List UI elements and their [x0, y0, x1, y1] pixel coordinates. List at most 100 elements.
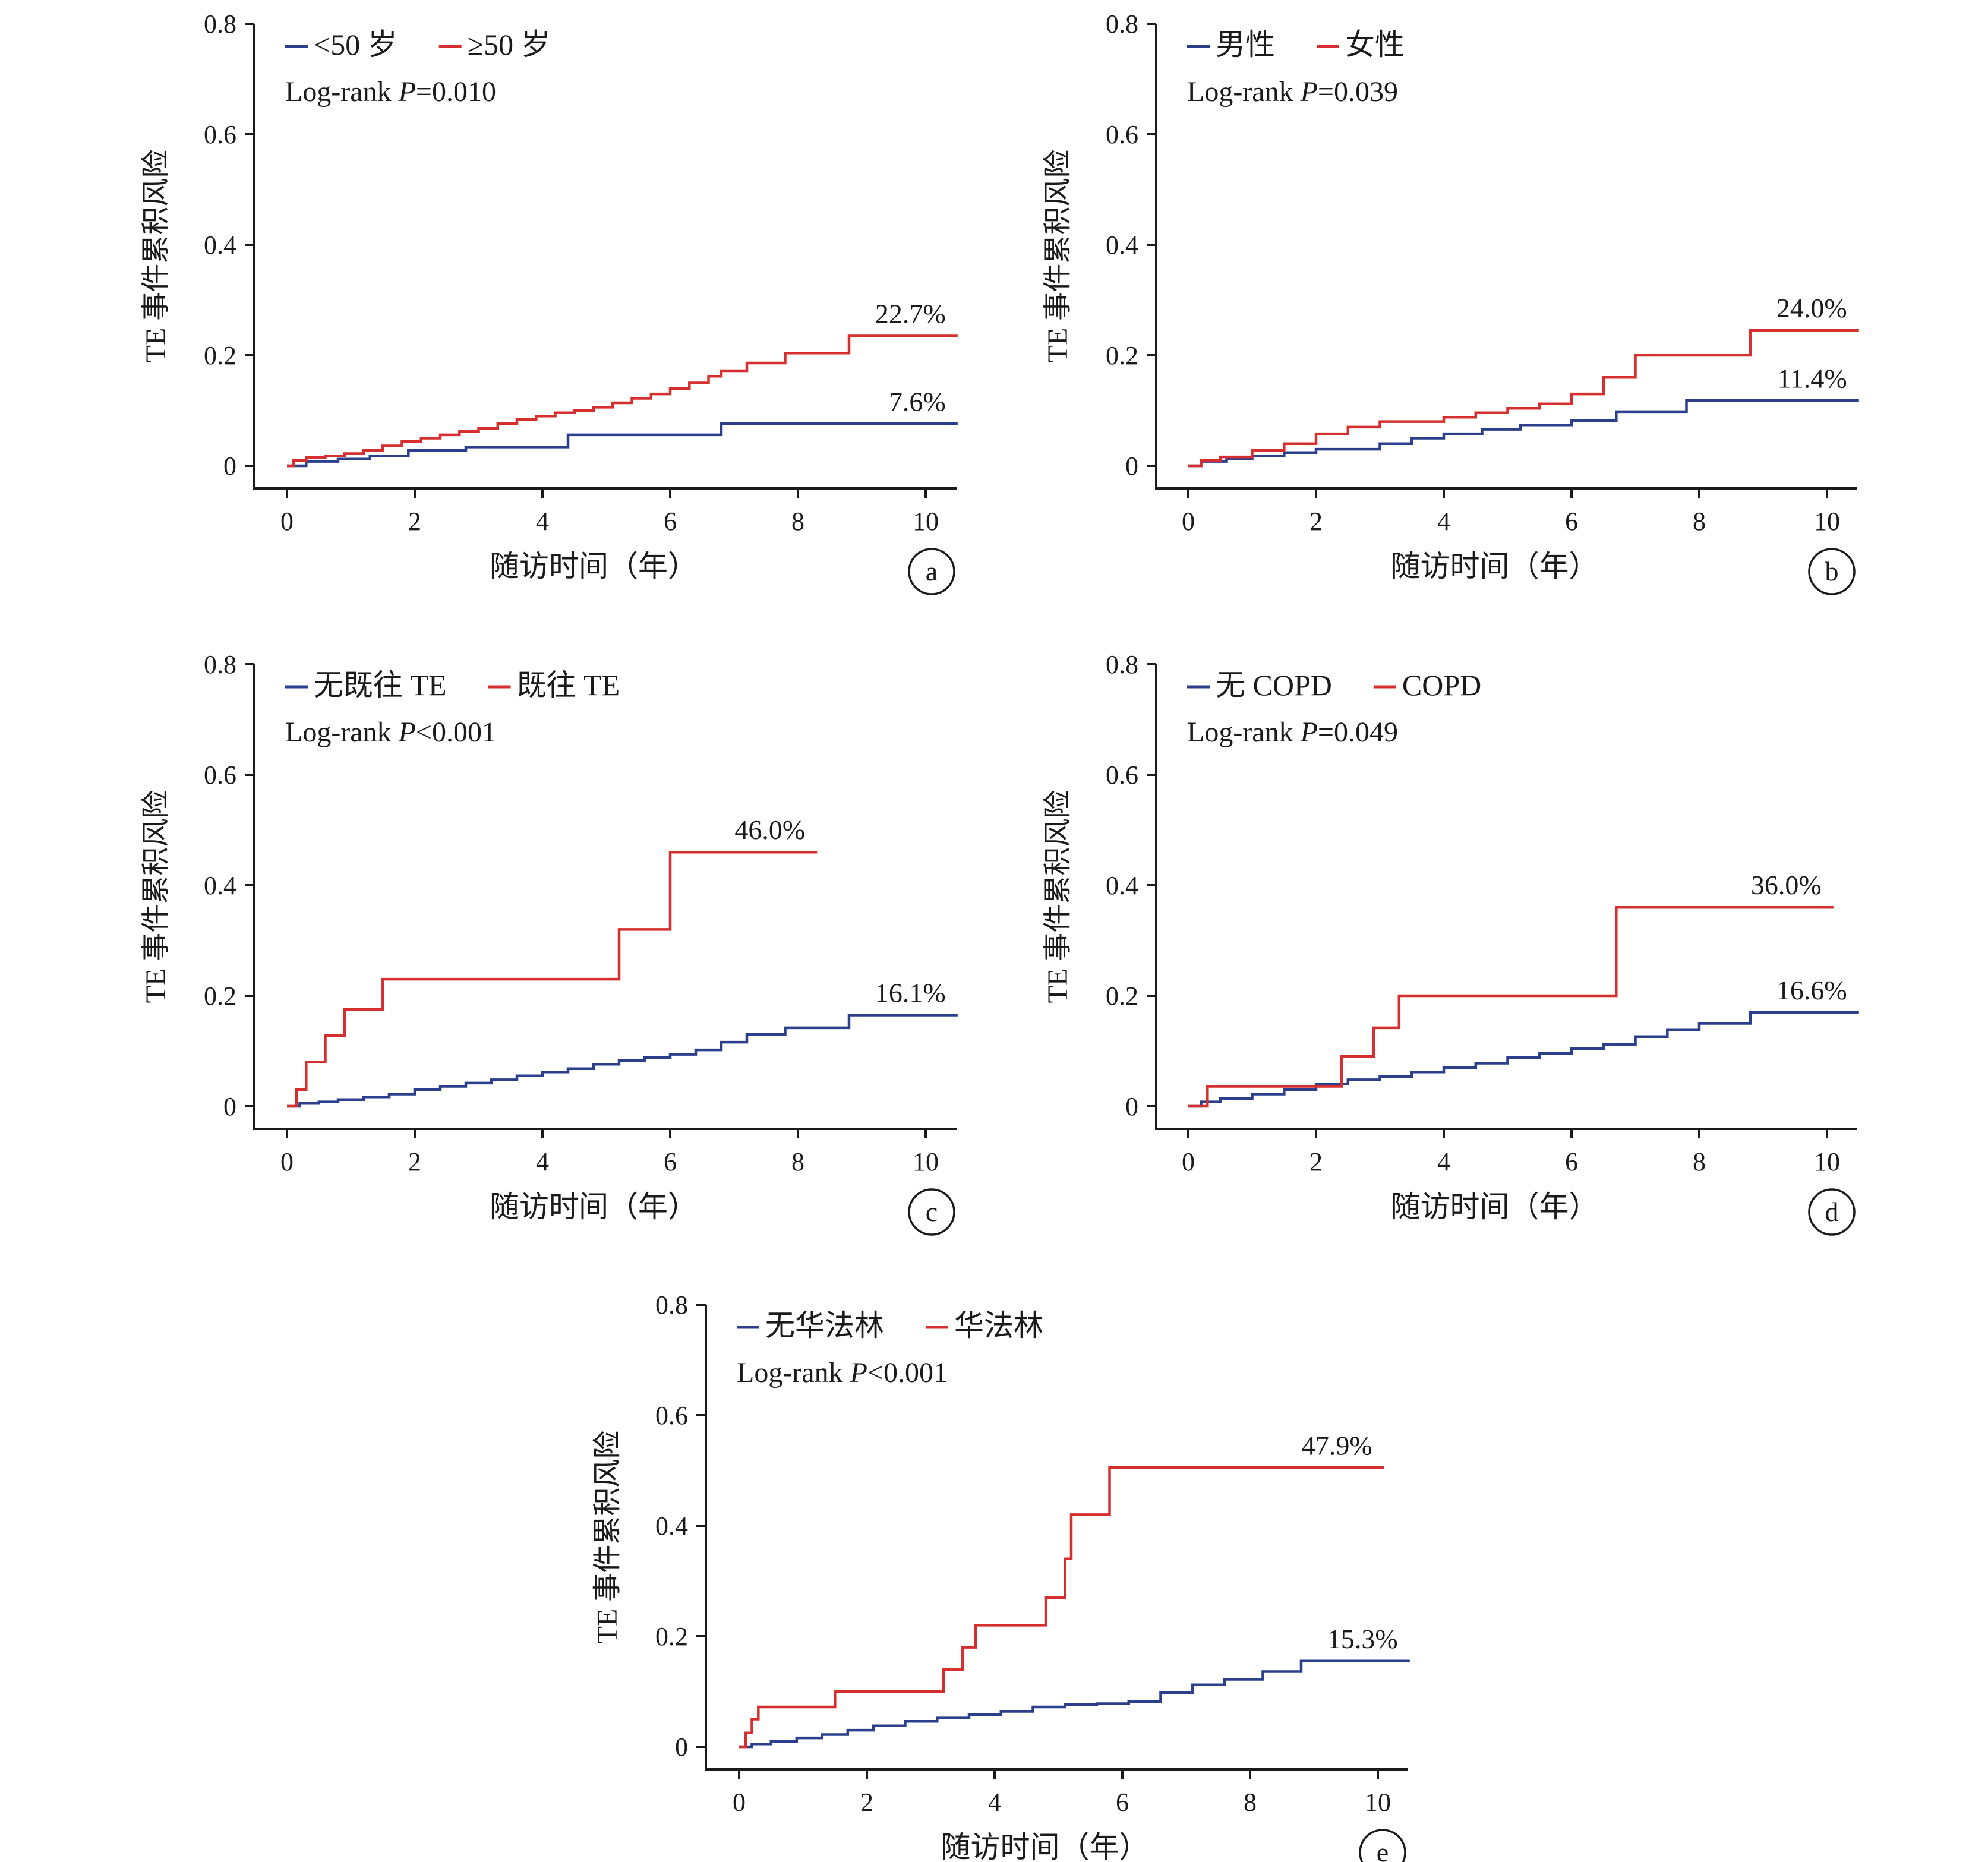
log-rank-pvalue: Log-rank P=0.049: [1187, 717, 1398, 748]
x-tick-label: 2: [860, 1788, 873, 1817]
end-value-label: 16.6%: [1776, 975, 1847, 1005]
series-line-blue: [287, 422, 958, 468]
y-tick-label: 0.6: [204, 760, 236, 790]
log-rank-pvalue: Log-rank P<0.001: [737, 1357, 948, 1388]
x-tick-label: 8: [1244, 1788, 1257, 1817]
x-tick-label: 10: [1814, 507, 1840, 536]
end-value-label: 47.9%: [1302, 1430, 1372, 1460]
x-tick-label: 0: [1182, 507, 1195, 536]
legend-entry: 男性: [1216, 28, 1275, 61]
y-tick-label: 0: [1125, 1092, 1138, 1121]
x-tick-label: 2: [408, 507, 421, 536]
panel-label-circle: [908, 1188, 955, 1236]
y-tick-label: 0.2: [1106, 982, 1138, 1011]
legend-entry: 无 COPD: [1216, 668, 1332, 702]
y-tick-label: 0: [1125, 452, 1138, 481]
y-tick-label: 0: [223, 1092, 236, 1121]
x-axis-label: 随访时间（年）: [490, 550, 698, 583]
x-axis-label: 随访时间（年）: [490, 1190, 698, 1223]
y-tick-label: 0.8: [204, 10, 236, 39]
x-tick-label: 4: [536, 507, 549, 536]
y-tick-label: 0: [223, 452, 236, 481]
x-axis-label: 随访时间（年）: [1391, 550, 1599, 583]
y-tick-label: 0.8: [655, 1290, 688, 1320]
panel-label-circle: [1359, 1829, 1406, 1862]
panel-label-circle: [1808, 1188, 1856, 1236]
log-rank-pvalue: Log-rank P=0.039: [1187, 76, 1398, 108]
y-tick-label: 0: [675, 1732, 688, 1762]
x-axis-label: 随访时间（年）: [1391, 1190, 1599, 1223]
y-tick-label: 0.2: [1106, 341, 1138, 370]
y-tick-label: 0.6: [1106, 120, 1138, 149]
series-line-red: [739, 1466, 1384, 1749]
end-value-label: 16.1%: [875, 978, 946, 1008]
series-line-red: [287, 850, 818, 1108]
legend-entry: 既往 TE: [517, 668, 620, 702]
y-tick-label: 0.4: [1106, 871, 1138, 900]
x-tick-label: 2: [1309, 1147, 1323, 1176]
y-tick-label: 0.8: [204, 650, 236, 679]
legend-entry: 无既往 TE: [314, 668, 447, 702]
panel-label: a: [926, 556, 938, 586]
y-tick-label: 0.8: [1106, 10, 1138, 39]
end-value-label: 7.6%: [889, 386, 946, 416]
y-tick-label: 0.4: [204, 231, 236, 260]
legend-entry: ≥50 岁: [468, 28, 551, 61]
y-axis-label: TE 事件累积风险: [592, 1431, 623, 1644]
end-value-label: 22.7%: [875, 298, 946, 329]
x-tick-label: 0: [733, 1788, 746, 1817]
y-tick-label: 0.4: [655, 1511, 688, 1541]
y-tick-label: 0.2: [655, 1622, 688, 1651]
panel-label: b: [1825, 556, 1839, 586]
y-tick-label: 0.6: [1106, 760, 1138, 790]
legend-entry: COPD: [1402, 668, 1481, 702]
y-tick-label: 0.2: [204, 341, 236, 370]
y-tick-label: 0.6: [655, 1401, 688, 1430]
series-line-red: [1188, 329, 1859, 468]
end-value-label: 24.0%: [1776, 293, 1847, 323]
panel-label: d: [1825, 1197, 1839, 1227]
x-axis-label: 随访时间（年）: [941, 1831, 1149, 1862]
end-value-label: 15.3%: [1327, 1624, 1398, 1654]
x-tick-label: 6: [664, 1147, 677, 1176]
x-tick-label: 8: [1693, 507, 1706, 536]
legend-entry: 无华法林: [765, 1309, 884, 1342]
x-tick-label: 2: [408, 1147, 421, 1176]
end-value-label: 46.0%: [734, 815, 805, 845]
x-tick-label: 10: [1365, 1788, 1391, 1817]
x-tick-label: 4: [988, 1788, 1001, 1817]
y-axis-label: TE 事件累积风险: [140, 790, 172, 1003]
x-tick-label: 8: [791, 507, 804, 536]
series-line-red: [1188, 905, 1834, 1108]
x-tick-label: 6: [1116, 1788, 1129, 1817]
x-tick-label: 6: [1565, 507, 1578, 536]
series-line-blue: [1188, 1011, 1859, 1108]
panel-label-circle: [908, 548, 955, 595]
x-tick-label: 0: [1182, 1147, 1195, 1176]
legend-entry: 华法林: [954, 1309, 1043, 1342]
panel-label-circle: [1808, 548, 1856, 595]
y-tick-label: 0.6: [204, 120, 236, 149]
x-tick-label: 0: [280, 507, 294, 536]
x-tick-label: 4: [1437, 1147, 1450, 1176]
series-line-blue: [1188, 399, 1859, 468]
log-rank-pvalue: Log-rank P=0.010: [285, 76, 496, 108]
y-axis-label: TE 事件累积风险: [1042, 150, 1074, 363]
y-tick-label: 0.4: [204, 871, 236, 900]
series-line-blue: [739, 1659, 1410, 1749]
legend-entry: 女性: [1345, 28, 1405, 61]
panel-label: e: [1377, 1837, 1389, 1862]
y-tick-label: 0.8: [1106, 650, 1138, 679]
x-tick-label: 10: [913, 507, 939, 536]
y-tick-label: 0.4: [1106, 231, 1138, 260]
y-axis-label: TE 事件累积风险: [140, 150, 172, 363]
end-value-label: 36.0%: [1751, 870, 1822, 900]
x-tick-label: 8: [791, 1147, 804, 1176]
legend-entry: <50 岁: [314, 28, 397, 61]
end-value-label: 11.4%: [1778, 363, 1847, 393]
panel-label: c: [926, 1197, 938, 1227]
